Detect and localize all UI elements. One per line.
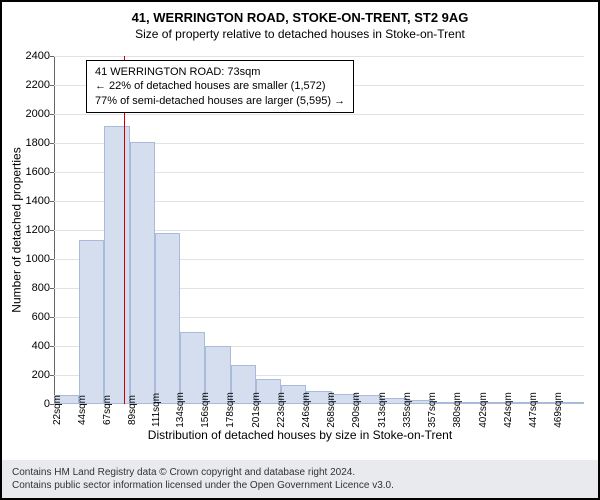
y-tick-mark bbox=[50, 56, 54, 57]
x-tick-label: 380sqm bbox=[453, 392, 464, 428]
y-tick-label: 1400 bbox=[26, 195, 50, 207]
x-tick-label: 313sqm bbox=[377, 392, 388, 428]
x-tick-label: 357sqm bbox=[427, 392, 438, 428]
x-tick-label: 67sqm bbox=[102, 395, 113, 425]
x-tick-label: 469sqm bbox=[554, 392, 565, 428]
footer-line-1: Contains HM Land Registry data © Crown c… bbox=[12, 466, 588, 479]
x-tick-label: 89sqm bbox=[127, 395, 138, 425]
x-tick-label: 178sqm bbox=[225, 392, 236, 428]
chart-frame: 41, WERRINGTON ROAD, STOKE-ON-TRENT, ST2… bbox=[0, 0, 600, 500]
y-tick-label: 800 bbox=[32, 282, 50, 294]
y-tick-label: 600 bbox=[32, 311, 50, 323]
x-tick-label: 447sqm bbox=[528, 392, 539, 428]
x-tick-label: 44sqm bbox=[77, 395, 88, 425]
y-tick-label: 2000 bbox=[26, 108, 50, 120]
gridline bbox=[54, 56, 584, 57]
x-tick-label: 246sqm bbox=[301, 392, 312, 428]
y-tick-label: 1800 bbox=[26, 137, 50, 149]
y-tick-label: 1200 bbox=[26, 224, 50, 236]
info-line: 77% of semi-detached houses are larger (… bbox=[95, 94, 345, 108]
title-primary: 41, WERRINGTON ROAD, STOKE-ON-TRENT, ST2… bbox=[2, 10, 598, 25]
y-tick-mark bbox=[50, 288, 54, 289]
y-tick-label: 200 bbox=[32, 369, 50, 381]
chart-plot-area: 0200400600800100012001400160018002000220… bbox=[54, 56, 584, 404]
x-tick-label: 134sqm bbox=[175, 392, 186, 428]
histogram-bar bbox=[104, 126, 129, 404]
y-axis-label: Number of detached properties bbox=[10, 56, 24, 404]
x-tick-label: 22sqm bbox=[52, 395, 63, 425]
y-tick-mark bbox=[50, 259, 54, 260]
y-tick-mark bbox=[50, 143, 54, 144]
y-tick-label: 400 bbox=[32, 340, 50, 352]
info-line: 41 WERRINGTON ROAD: 73sqm bbox=[95, 65, 345, 79]
y-tick-label: 1000 bbox=[26, 253, 50, 265]
y-tick-mark bbox=[50, 230, 54, 231]
x-tick-label: 335sqm bbox=[402, 392, 413, 428]
title-secondary: Size of property relative to detached ho… bbox=[2, 27, 598, 41]
info-line: ← 22% of detached houses are smaller (1,… bbox=[95, 79, 345, 93]
x-tick-label: 201sqm bbox=[251, 392, 262, 428]
footer-line-2: Contains public sector information licen… bbox=[12, 479, 588, 492]
y-tick-label: 1600 bbox=[26, 166, 50, 178]
x-tick-label: 268sqm bbox=[326, 392, 337, 428]
x-tick-label: 223sqm bbox=[276, 392, 287, 428]
y-tick-mark bbox=[50, 172, 54, 173]
histogram-bar bbox=[155, 233, 180, 404]
y-tick-mark bbox=[50, 201, 54, 202]
y-tick-mark bbox=[50, 375, 54, 376]
gridline bbox=[54, 114, 584, 115]
y-tick-label: 2400 bbox=[26, 50, 50, 62]
x-tick-label: 290sqm bbox=[352, 392, 363, 428]
x-tick-label: 424sqm bbox=[503, 392, 514, 428]
x-axis-label: Distribution of detached houses by size … bbox=[2, 428, 598, 442]
x-tick-label: 156sqm bbox=[200, 392, 211, 428]
y-tick-label: 2200 bbox=[26, 79, 50, 91]
x-tick-label: 402sqm bbox=[478, 392, 489, 428]
footer: Contains HM Land Registry data © Crown c… bbox=[2, 460, 598, 498]
y-tick-mark bbox=[50, 114, 54, 115]
histogram-bar bbox=[79, 240, 104, 404]
histogram-bar bbox=[130, 142, 155, 404]
info-box: 41 WERRINGTON ROAD: 73sqm← 22% of detach… bbox=[86, 60, 354, 113]
y-tick-mark bbox=[50, 317, 54, 318]
y-tick-label: 0 bbox=[44, 398, 50, 410]
y-tick-mark bbox=[50, 346, 54, 347]
y-tick-mark bbox=[50, 85, 54, 86]
x-tick-label: 111sqm bbox=[151, 393, 162, 427]
